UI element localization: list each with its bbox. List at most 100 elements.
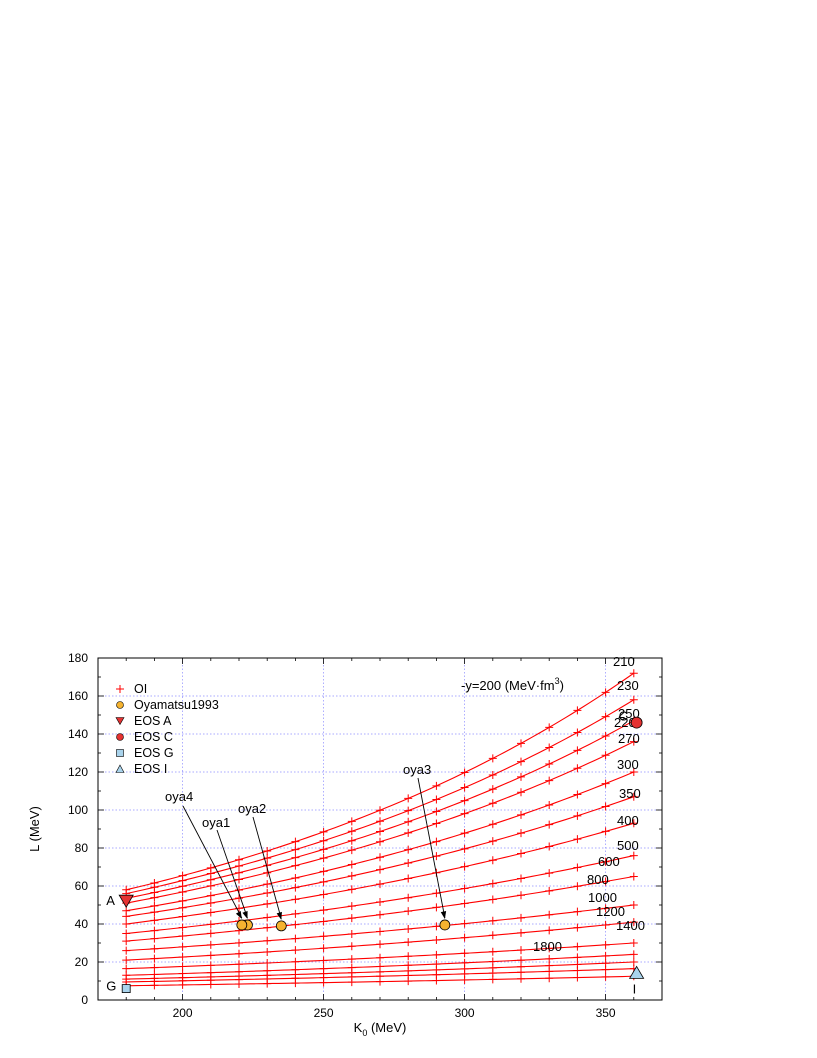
oi-point: [206, 961, 215, 970]
oi-point: [376, 927, 384, 936]
oi-point: [629, 792, 638, 801]
x-tick-label: 300: [455, 1006, 475, 1020]
oi-point: [488, 931, 497, 940]
arrow-head: [276, 911, 282, 920]
oi-series: -y=200 (MeV·fm3): [122, 669, 638, 894]
oi-point: [122, 920, 131, 928]
oi-point: [573, 907, 582, 916]
oi-series: 300: [122, 757, 639, 928]
eos-label: C: [619, 709, 628, 724]
oi-point: [517, 849, 525, 858]
oi-series: 230: [122, 678, 639, 908]
oi-point: [460, 809, 469, 818]
oi-point: [404, 806, 413, 815]
oi-point: [319, 956, 328, 965]
series-label: 400: [617, 813, 639, 828]
oi-point: [517, 913, 525, 922]
oi-point: [488, 770, 497, 779]
oi-point: [432, 922, 441, 931]
oi-point: [319, 867, 328, 876]
oi-point: [432, 807, 441, 816]
oi-series: 270: [122, 731, 640, 921]
oi-point: [206, 891, 215, 900]
annotation-arrow: [417, 777, 446, 919]
oi-point: [545, 723, 554, 732]
oi-series: 1000: [122, 890, 638, 980]
oi-point: [601, 951, 610, 960]
oi-point: [206, 980, 215, 989]
oi-point: [206, 951, 215, 960]
oi-point: [573, 764, 582, 773]
oi-point: [545, 974, 554, 983]
y-tick-label: 40: [75, 917, 89, 931]
oyamatsu-marker: [275, 920, 287, 932]
oi-point: [347, 902, 356, 911]
oi-series: 220: [122, 715, 638, 903]
oi-point: [545, 760, 554, 769]
oi-point: [545, 820, 554, 829]
oi-point: [460, 829, 469, 838]
oi-point: [376, 940, 384, 949]
y-axis-title: L (MeV): [27, 806, 42, 852]
oi-point: [319, 827, 328, 836]
legend-marker: [116, 749, 124, 757]
oi-point: [291, 946, 300, 955]
oi-point: [291, 979, 300, 988]
oi-point: [573, 923, 582, 932]
oi-point: [347, 836, 356, 845]
y-tick-label: 160: [68, 689, 88, 703]
oi-point: [291, 873, 300, 882]
oi-point: [376, 953, 384, 962]
oi-point: [573, 811, 582, 820]
oi-point: [488, 799, 497, 808]
y-tick-label: 80: [75, 841, 89, 855]
oi-point: [319, 845, 328, 854]
oi-point: [376, 865, 384, 874]
oi-point: [488, 754, 497, 763]
oi-point: [573, 835, 582, 844]
annotation-label: oya2: [238, 801, 266, 816]
annotation-label: oya1: [202, 815, 230, 830]
oi-series-line: [126, 699, 635, 895]
legend-entry: OI: [116, 682, 147, 696]
legend-marker: [116, 685, 124, 693]
eos-label: I: [633, 981, 637, 996]
y-tick-label: 180: [68, 651, 88, 665]
oi-series: 500: [122, 838, 639, 955]
oi-point: [263, 936, 272, 945]
oi-point: [291, 853, 300, 862]
oi-point: [488, 879, 497, 888]
oi-point: [601, 965, 610, 974]
oi-point: [206, 899, 215, 908]
oi-point: [376, 853, 384, 862]
oi-point: [545, 954, 554, 963]
oi-point: [347, 914, 356, 923]
y-tick-label: 0: [81, 993, 88, 1007]
annotation-label: oya4: [165, 789, 193, 804]
oi-point: [573, 953, 582, 962]
oi-point: [460, 949, 469, 958]
legend-entry: EOS C: [116, 730, 173, 744]
oi-point: [291, 934, 300, 943]
oi-point: [404, 859, 413, 868]
y-tick-label: 60: [75, 879, 89, 893]
oi-point: [347, 817, 356, 826]
oi-point: [545, 776, 554, 785]
oi-point: [601, 972, 610, 981]
oi-point: [432, 903, 441, 912]
oi-point: [376, 827, 384, 836]
oi-point: [460, 783, 469, 792]
series-label: 800: [587, 872, 609, 887]
oi-point: [263, 846, 272, 855]
oi-point: [517, 739, 525, 748]
oi-point: [178, 980, 187, 989]
oi-point: [376, 806, 384, 815]
oi-point: [573, 728, 582, 737]
oi-point: [545, 869, 554, 878]
oi-point: [263, 880, 272, 889]
eos-point-G: G: [106, 979, 131, 994]
legend-label: EOS C: [134, 730, 173, 744]
oi-point: [629, 950, 638, 959]
oi-point: [432, 976, 441, 985]
